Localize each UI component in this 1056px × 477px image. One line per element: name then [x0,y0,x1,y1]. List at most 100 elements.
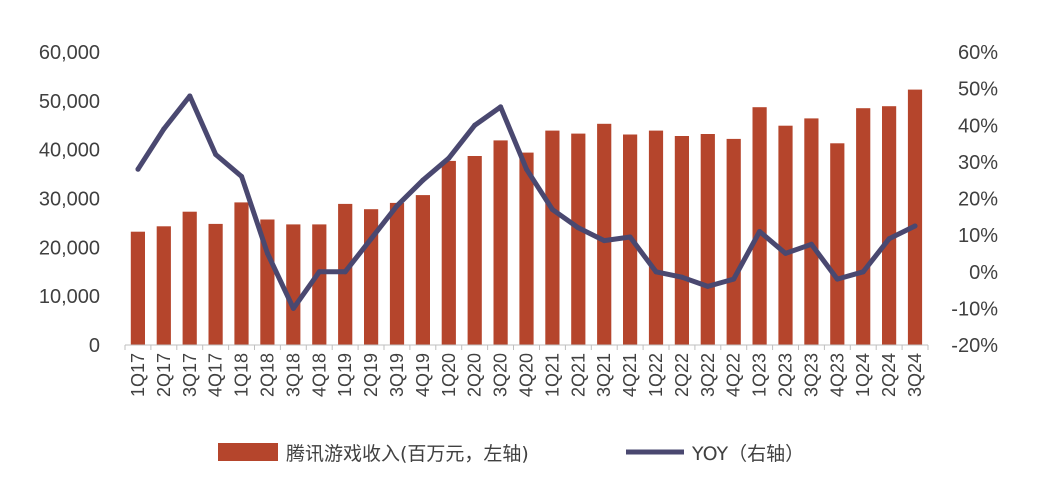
yoy-point-4Q22 [731,276,737,282]
yoy-point-4Q21 [627,234,633,240]
bar-4Q17 [208,223,223,345]
bar-2Q23 [778,125,793,345]
x-tick-label: 4Q22 [724,353,744,397]
legend: 腾讯游戏收入(百万元，左轴) YOY（右轴） [218,443,804,465]
yoy-line-group [135,93,918,311]
right-tick-label: 50% [958,79,998,101]
x-tick-label: 1Q22 [646,353,666,397]
bar-2Q20 [467,156,482,345]
left-tick-label: 60,000 [39,42,100,64]
yoy-point-4Q23 [834,276,840,282]
right-tick-label: 20% [958,189,998,211]
x-tick-label: 4Q20 [517,353,537,397]
bar-2Q21 [571,133,586,345]
yoy-point-1Q19 [342,269,348,275]
yoy-point-2Q24 [886,236,892,242]
right-tick-label: 30% [958,152,998,174]
x-tick-label: 3Q23 [801,353,821,397]
x-tick-label: 3Q21 [594,353,614,397]
right-tick-label: 0% [969,262,998,284]
x-tick-label: 2Q18 [258,353,278,397]
bar-3Q17 [182,211,197,345]
yoy-point-3Q19 [394,203,400,209]
bar-3Q23 [804,118,819,346]
yoy-point-2Q17 [161,126,167,132]
bar-2Q22 [674,136,689,345]
yoy-point-1Q21 [549,207,555,212]
left-tick-label: 10,000 [39,286,100,308]
yoy-point-2Q18 [265,250,270,256]
x-tick-label: 1Q19 [335,353,355,397]
bar-2Q17 [156,226,171,345]
x-tick-label: 2Q20 [465,353,485,397]
yoy-point-4Q18 [316,269,322,275]
bar-3Q19 [389,202,405,345]
x-tick-label: 1Q24 [853,353,873,397]
yoy-point-3Q20 [498,104,504,110]
yoy-point-3Q18 [290,305,296,311]
x-tick-label: 2Q22 [672,353,692,397]
x-tick-label: 2Q19 [361,353,381,397]
yoy-point-3Q24 [912,223,918,229]
left-tick-label: 50,000 [39,91,100,113]
bar-2Q24 [882,106,897,345]
x-tick-label: 3Q18 [283,353,303,397]
bar-1Q18 [234,202,249,345]
yoy-point-2Q21 [575,225,581,231]
bar-1Q22 [648,130,664,345]
bar-4Q19 [415,195,430,345]
left-axis-ticks: 0 10,000 20,000 30,000 40,000 50,000 60,000 [39,42,100,357]
yoy-point-4Q17 [213,152,219,157]
x-tick-label: 4Q17 [206,353,226,397]
yoy-point-2Q23 [783,250,788,256]
bar-1Q21 [545,130,560,345]
x-tick-label: 4Q23 [827,353,847,397]
x-tick-label: 4Q18 [309,353,329,397]
bar-1Q20 [441,160,456,345]
yoy-point-1Q17 [135,166,141,172]
yoy-point-2Q19 [368,236,374,242]
bar-3Q21 [597,123,612,345]
bar-4Q20 [519,152,534,345]
yoy-point-2Q20 [472,122,478,128]
bar-1Q19 [338,203,353,345]
bar-3Q18 [286,224,301,345]
bar-1Q17 [130,231,145,345]
right-tick-label: 40% [958,115,998,137]
yoy-point-3Q22 [705,283,711,289]
yoy-point-1Q23 [757,229,763,234]
right-tick-label: -20% [951,335,998,357]
x-tick-label: 4Q19 [413,353,433,397]
x-tick-label: 1Q23 [750,353,770,397]
right-tick-label: 60% [958,42,998,64]
x-tick-label: 2Q23 [776,353,796,397]
x-tick-label: 3Q24 [905,353,925,397]
x-tick-label: 1Q21 [542,353,562,397]
yoy-point-1Q18 [239,174,245,179]
bar-4Q23 [830,143,845,345]
bar-2Q18 [260,219,275,345]
x-tick-label: 2Q21 [568,353,588,397]
left-tick-label: 0 [89,335,100,357]
x-axis-ticks: 1Q17 2Q17 3Q17 4Q17 1Q18 2Q18 3Q18 4Q18 1Q19 2Q19… [128,353,925,397]
legend-bar-label: 腾讯游戏收入(百万元，左轴) [286,443,529,465]
x-tick-label: 3Q22 [698,353,718,397]
x-tick-label: 1Q18 [232,353,252,397]
left-tick-label: 40,000 [39,140,100,162]
yoy-point-2Q22 [679,274,685,280]
x-tick-label: 1Q17 [128,353,148,397]
legend-bar-swatch [218,443,278,461]
x-tick-label: 4Q21 [620,353,640,397]
left-tick-label: 30,000 [39,189,100,211]
bar-3Q22 [700,134,715,345]
right-tick-label: 10% [958,225,998,247]
bar-1Q23 [752,107,767,345]
bar-4Q22 [726,138,741,345]
bar-3Q24 [907,89,923,345]
yoy-point-1Q24 [860,269,866,275]
legend-line-label: YOY（右轴） [691,443,804,465]
yoy-point-3Q23 [808,241,814,247]
axes-group [124,344,929,350]
yoy-point-1Q20 [446,155,452,161]
